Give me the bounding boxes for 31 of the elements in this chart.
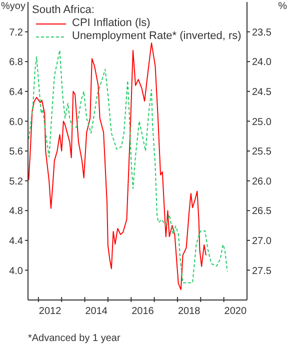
y2-tick-label: 23.5 (252, 27, 272, 38)
legend-label: Unemployment Rate* (inverted, rs) (72, 30, 242, 43)
y2-tick-label: 25.0 (252, 116, 272, 128)
x-tick-label: 2014 (85, 306, 108, 317)
y-tick-label: 7.2 (9, 27, 24, 38)
line-series (28, 42, 206, 290)
y2-tick-label: 25.5 (252, 146, 272, 158)
x-tick-label: 2020 (224, 306, 247, 317)
legend-title: South Africa: (32, 4, 96, 17)
x-tick-label: 2016 (132, 306, 154, 317)
line-series (28, 50, 228, 284)
y2-axis-title: % (278, 1, 287, 12)
x-tick-label: 2018 (178, 306, 201, 317)
y2-tick-label: 26.5 (252, 206, 272, 218)
text: *Advanced by 1 year (28, 333, 120, 344)
x-tick-label: 2012 (38, 306, 62, 317)
y2-tick-label: 24.0 (252, 57, 272, 68)
y-tick-label: 5.2 (9, 176, 24, 188)
y-tick-label: 6.0 (9, 116, 24, 128)
y-axis-title: %yoy (1, 1, 26, 12)
y-tick-label: 4.4 (9, 236, 24, 247)
y2-tick-label: 27.5 (252, 266, 272, 277)
legend-label: CPI Inflation (ls) (72, 17, 150, 30)
y-tick-label: 5.6 (9, 146, 24, 158)
y-tick-label: 6.4 (9, 86, 24, 98)
y-tick-label: 4.0 (9, 266, 24, 277)
y2-tick-label: 26.0 (252, 176, 272, 188)
y2-tick-label: 27.0 (252, 236, 272, 247)
y-tick-label: 4.8 (9, 206, 24, 218)
y2-tick-label: 24.5 (252, 86, 272, 98)
y-tick-label: 6.8 (9, 57, 24, 68)
